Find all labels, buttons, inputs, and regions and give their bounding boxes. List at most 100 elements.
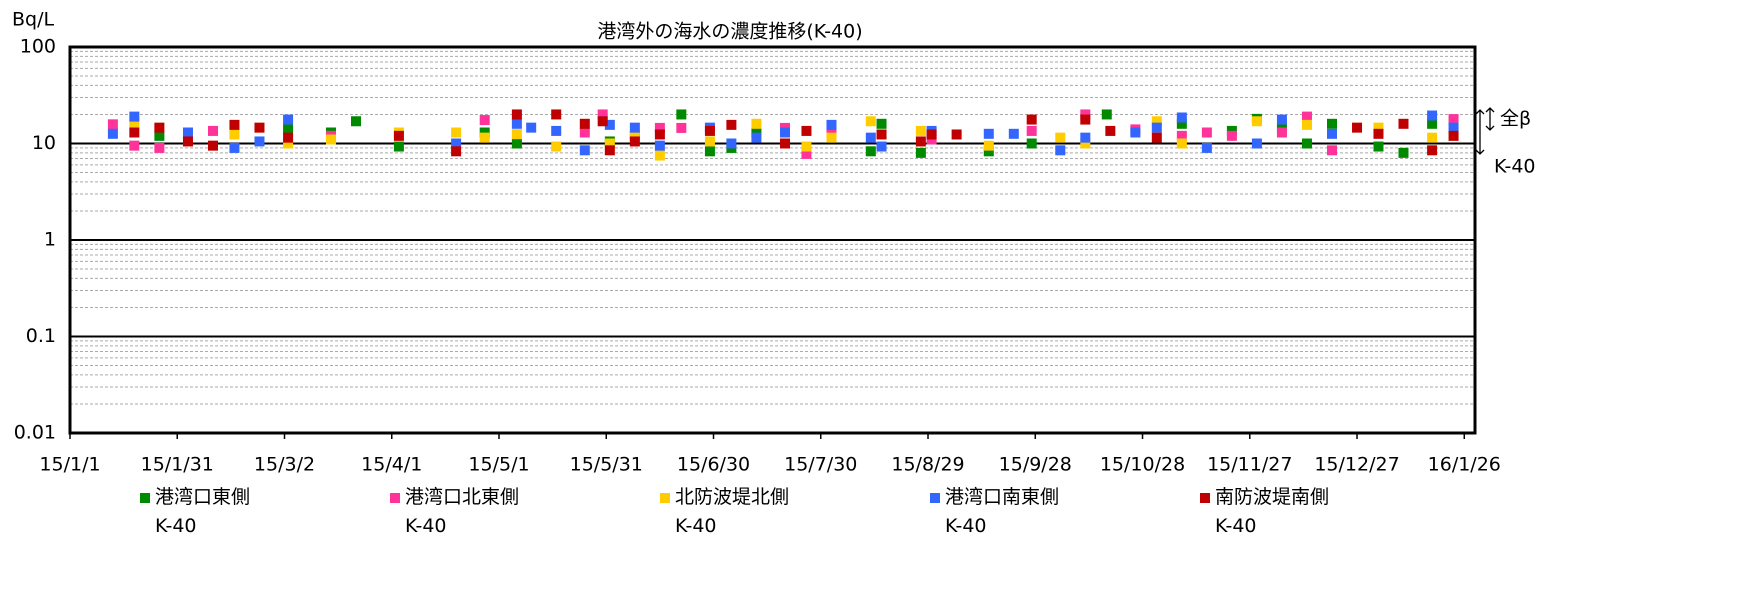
- x-tick-label: 15/4/1: [361, 454, 422, 476]
- chart-title: 港湾外の海水の濃度推移(K-40): [597, 21, 862, 43]
- point: [726, 119, 737, 130]
- point: [780, 127, 791, 138]
- point: [129, 111, 140, 122]
- point: [229, 142, 240, 153]
- point: [1080, 132, 1091, 143]
- y-tick-label: 10: [32, 132, 56, 154]
- point: [801, 141, 812, 152]
- point: [654, 150, 665, 161]
- point: [1398, 118, 1409, 129]
- point: [1176, 130, 1187, 141]
- point: [1427, 110, 1438, 121]
- point: [915, 136, 926, 147]
- point: [154, 142, 165, 153]
- x-tick-label: 15/6/30: [677, 454, 750, 476]
- point: [511, 129, 522, 140]
- point: [1176, 118, 1187, 129]
- point: [393, 141, 404, 152]
- point: [479, 115, 490, 126]
- point: [1026, 138, 1037, 149]
- point: [579, 127, 590, 138]
- x-tick-label: 15/1/1: [39, 454, 100, 476]
- point: [826, 132, 837, 143]
- point: [229, 119, 240, 130]
- point: [926, 134, 937, 145]
- point: [551, 109, 562, 120]
- point: [676, 122, 687, 133]
- point: [1151, 116, 1162, 127]
- point: [604, 145, 615, 156]
- point: [1301, 138, 1312, 149]
- point: [129, 127, 140, 138]
- point: [129, 117, 140, 128]
- x-tick-label: 15/3/2: [254, 454, 315, 476]
- point: [915, 125, 926, 136]
- y-tick-label: 0.1: [26, 325, 56, 347]
- point: [283, 138, 294, 149]
- point: [511, 138, 522, 149]
- legend-swatch: [930, 493, 940, 503]
- point: [1130, 127, 1141, 138]
- x-tick-label: 15/12/27: [1314, 454, 1399, 476]
- point: [801, 125, 812, 136]
- point: [1151, 122, 1162, 133]
- point: [254, 122, 265, 133]
- point: [451, 146, 462, 157]
- point: [1176, 138, 1187, 149]
- point: [865, 146, 876, 157]
- x-tick-label: 15/10/28: [1100, 454, 1185, 476]
- point: [983, 128, 994, 139]
- point: [283, 132, 294, 143]
- point: [1201, 127, 1212, 138]
- annotation: 全β: [1500, 108, 1531, 130]
- point: [654, 140, 665, 151]
- y-tick-label: 100: [20, 36, 56, 58]
- point: [751, 118, 762, 129]
- point: [208, 140, 219, 151]
- point: [526, 122, 537, 133]
- point: [229, 129, 240, 140]
- point: [751, 132, 762, 143]
- point: [479, 132, 490, 143]
- point: [1276, 114, 1287, 125]
- x-tick-label: 15/9/28: [999, 454, 1072, 476]
- point: [1373, 128, 1384, 139]
- point: [926, 129, 937, 140]
- y-tick-label: 1: [44, 229, 56, 251]
- point: [283, 114, 294, 125]
- point: [983, 146, 994, 157]
- point: [876, 118, 887, 129]
- point: [629, 122, 640, 133]
- point: [676, 109, 687, 120]
- point: [865, 116, 876, 127]
- point: [1080, 109, 1091, 120]
- legend-label: 港湾口南東側 K-40: [945, 486, 1060, 537]
- point: [154, 130, 165, 141]
- point: [1055, 145, 1066, 156]
- point: [1448, 130, 1459, 141]
- point: [1427, 118, 1438, 129]
- legend-swatch: [1200, 493, 1210, 503]
- point: [629, 130, 640, 141]
- y-tick-label: 0.01: [14, 422, 56, 444]
- point: [704, 146, 715, 157]
- point: [351, 116, 362, 127]
- point: [654, 122, 665, 133]
- point: [1448, 114, 1459, 125]
- point: [629, 136, 640, 147]
- x-tick-label: 15/5/31: [570, 454, 643, 476]
- point: [1101, 109, 1112, 120]
- point: [1276, 127, 1287, 138]
- point: [597, 109, 608, 120]
- point: [1026, 114, 1037, 125]
- point: [1080, 138, 1091, 149]
- point: [876, 141, 887, 152]
- point: [780, 138, 791, 149]
- legend-swatch: [140, 493, 150, 503]
- x-tick-label: 15/7/30: [784, 454, 857, 476]
- point: [479, 127, 490, 138]
- point: [107, 128, 118, 139]
- point: [182, 127, 193, 138]
